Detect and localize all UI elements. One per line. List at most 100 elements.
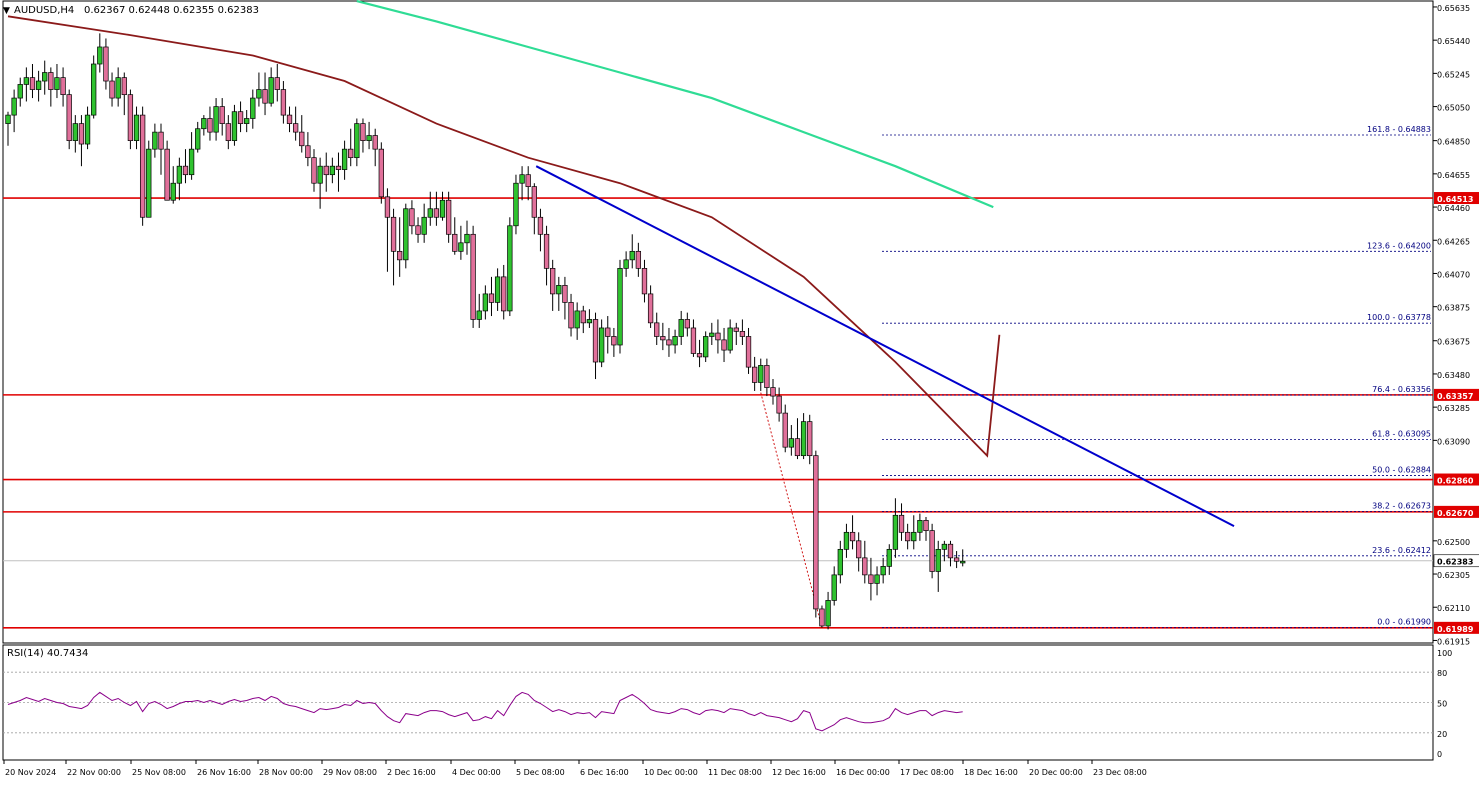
bearish-candle[interactable]	[684, 312, 690, 337]
bearish-candle[interactable]	[66, 89, 72, 150]
bullish-candle[interactable]	[837, 540, 843, 584]
bullish-candle[interactable]	[941, 540, 948, 562]
bullish-candle[interactable]	[960, 549, 966, 567]
bullish-candle[interactable]	[476, 293, 482, 328]
bearish-candle[interactable]	[409, 200, 415, 235]
ema-200-line[interactable]	[356, 0, 994, 209]
bullish-candle[interactable]	[17, 77, 23, 107]
bullish-candle[interactable]	[598, 319, 605, 368]
bearish-candle[interactable]	[378, 142, 384, 204]
bullish-candle[interactable]	[519, 166, 525, 201]
bearish-candle[interactable]	[776, 387, 782, 422]
bearish-candle[interactable]	[856, 532, 862, 572]
bearish-candle[interactable]	[543, 225, 550, 286]
bearish-candle[interactable]	[29, 64, 36, 99]
bearish-candle[interactable]	[898, 503, 905, 541]
bullish-candle[interactable]	[831, 566, 837, 606]
bullish-candle[interactable]	[513, 174, 519, 235]
bearish-trend-line[interactable]	[535, 165, 1235, 527]
bearish-candle[interactable]	[690, 319, 697, 357]
bullish-candle[interactable]	[678, 310, 684, 345]
bearish-candle[interactable]	[225, 115, 231, 150]
bullish-candle[interactable]	[629, 234, 635, 269]
bearish-candle[interactable]	[904, 523, 911, 550]
bearish-candle[interactable]	[127, 89, 134, 150]
bearish-candle[interactable]	[182, 149, 189, 184]
bearish-candle[interactable]	[121, 72, 127, 116]
bearish-candle[interactable]	[237, 101, 244, 133]
bullish-candle[interactable]	[84, 106, 91, 150]
bearish-candle[interactable]	[48, 67, 54, 107]
bearish-candle[interactable]	[164, 140, 170, 201]
bearish-candle[interactable]	[562, 276, 568, 320]
bullish-candle[interactable]	[880, 557, 886, 584]
bearish-candle[interactable]	[550, 259, 556, 311]
bearish-candle[interactable]	[78, 115, 85, 167]
bullish-candle[interactable]	[439, 191, 446, 221]
bullish-candle[interactable]	[42, 60, 48, 95]
bullish-candle[interactable]	[574, 302, 580, 340]
bearish-candle[interactable]	[501, 264, 507, 320]
bullish-candle[interactable]	[935, 540, 941, 592]
bullish-candle[interactable]	[911, 515, 917, 550]
bearish-candle[interactable]	[305, 132, 311, 167]
bearish-candle[interactable]	[605, 316, 611, 354]
bullish-candle[interactable]	[886, 544, 892, 575]
bullish-candle[interactable]	[727, 319, 733, 354]
bearish-candle[interactable]	[751, 356, 758, 391]
bullish-candle[interactable]	[494, 268, 501, 311]
bearish-candle[interactable]	[868, 557, 874, 601]
bearish-candle[interactable]	[568, 293, 574, 337]
bullish-candle[interactable]	[703, 331, 709, 363]
bearish-candle[interactable]	[953, 551, 960, 569]
bullish-candle[interactable]	[825, 591, 831, 630]
bullish-candle[interactable]	[23, 67, 30, 102]
bullish-candle[interactable]	[917, 513, 923, 541]
bullish-candle[interactable]	[366, 121, 372, 150]
bearish-candle[interactable]	[299, 115, 305, 153]
bearish-candle[interactable]	[470, 225, 476, 328]
bullish-candle[interactable]	[170, 166, 176, 204]
bearish-candle[interactable]	[397, 217, 403, 277]
bearish-candle[interactable]	[733, 322, 739, 345]
bullish-candle[interactable]	[91, 55, 97, 119]
bearish-candle[interactable]	[770, 379, 776, 405]
bullish-candle[interactable]	[213, 98, 219, 141]
bearish-candle[interactable]	[537, 208, 544, 252]
bearish-candle[interactable]	[635, 242, 642, 277]
bearish-candle[interactable]	[335, 152, 342, 192]
bearish-candle[interactable]	[739, 319, 746, 345]
bearish-candle[interactable]	[641, 259, 648, 303]
bearish-candle[interactable]	[488, 276, 495, 317]
bullish-candle[interactable]	[892, 498, 899, 558]
bearish-candle[interactable]	[611, 327, 617, 357]
header-arrow-icon[interactable]: ▼	[3, 6, 10, 16]
bullish-candle[interactable]	[244, 109, 250, 133]
bearish-candle[interactable]	[745, 327, 752, 374]
bullish-candle[interactable]	[152, 123, 158, 158]
bullish-candle[interactable]	[556, 276, 562, 311]
bullish-candle[interactable]	[464, 220, 470, 255]
bullish-candle[interactable]	[11, 89, 17, 133]
bullish-candle[interactable]	[256, 72, 262, 107]
bullish-candle[interactable]	[427, 191, 433, 226]
bullish-candle[interactable]	[268, 67, 274, 107]
bearish-candle[interactable]	[782, 404, 788, 453]
bullish-candle[interactable]	[788, 425, 795, 456]
bearish-candle[interactable]	[280, 81, 287, 124]
bullish-candle[interactable]	[617, 259, 623, 354]
fib-swing-line[interactable]	[760, 392, 823, 628]
bearish-candle[interactable]	[715, 319, 721, 354]
bearish-candle[interactable]	[415, 217, 421, 243]
bearish-candle[interactable]	[158, 123, 164, 175]
bullish-candle[interactable]	[231, 104, 238, 146]
bullish-candle[interactable]	[482, 285, 489, 320]
bearish-candle[interactable]	[262, 72, 268, 116]
bearish-candle[interactable]	[384, 188, 391, 272]
bullish-candle[interactable]	[317, 157, 323, 209]
bullish-candle[interactable]	[458, 225, 464, 260]
bullish-candle[interactable]	[176, 157, 183, 201]
bullish-candle[interactable]	[146, 140, 152, 218]
bearish-candle[interactable]	[207, 106, 213, 141]
